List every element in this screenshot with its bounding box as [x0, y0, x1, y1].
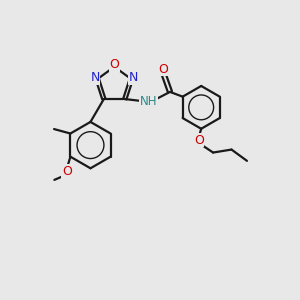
- Text: N: N: [90, 71, 100, 84]
- Text: O: O: [110, 58, 119, 71]
- Text: O: O: [62, 165, 72, 178]
- Text: O: O: [158, 63, 168, 76]
- Text: NH: NH: [140, 95, 157, 108]
- Text: N: N: [129, 71, 138, 84]
- Text: O: O: [194, 134, 204, 147]
